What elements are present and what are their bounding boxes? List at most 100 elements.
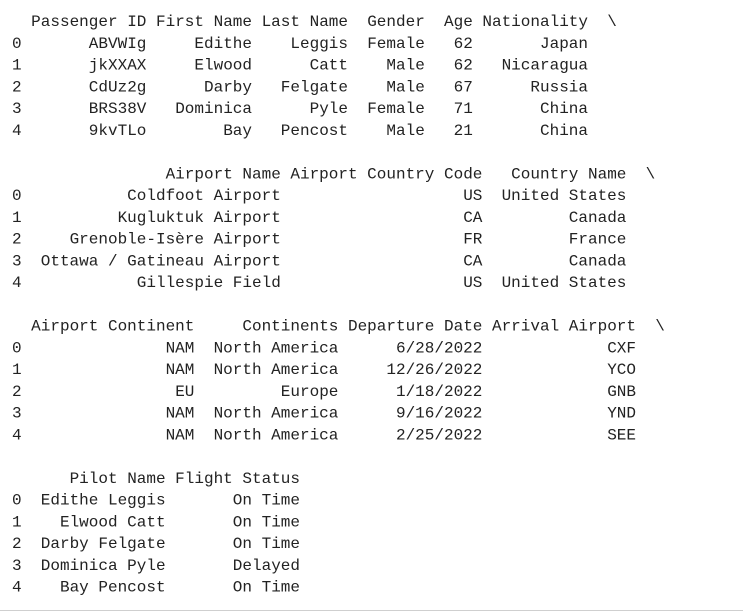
cell: FR [463,231,483,249]
row-index: 2 [12,78,22,96]
cell: Pyle [310,100,348,118]
cell: 71 [454,100,473,118]
cell: Bay Pencost [60,579,166,597]
cell: EU [175,383,194,401]
column-header: Passenger ID [31,13,146,31]
column-header: Gender [367,13,425,31]
cell: 9kvTLo [89,122,147,140]
cell: 62 [454,57,473,75]
row-index: 1 [12,209,22,227]
cell: NAM [166,339,195,357]
cell: China [540,100,588,118]
row-index: 4 [12,426,22,444]
cell: 12/26/2022 [386,361,482,379]
column-header: Continents [242,318,338,336]
cell: SEE [607,426,636,444]
cell: YCO [607,361,636,379]
cell: Dominica Pyle [41,557,166,575]
row-index: 0 [12,35,22,53]
continuation-mark: \ [655,318,665,336]
cell: US [463,274,482,292]
cell: 21 [454,122,473,140]
cell: North America [214,339,339,357]
column-header: Country Name [511,165,626,183]
cell: 67 [454,78,473,96]
row-index: 1 [12,513,22,531]
cell: Japan [540,35,588,53]
cell: Ottawa / Gatineau Airport [41,252,281,270]
row-index: 1 [12,361,22,379]
cell: Dominica [175,100,252,118]
cell: Elwood Catt [60,513,166,531]
cell: Europe [281,383,339,401]
cell: Leggis [290,35,348,53]
row-index: 0 [12,339,22,357]
cell: Russia [530,78,588,96]
cell: NAM [166,361,195,379]
row-index: 1 [12,57,22,75]
cell: Darby [204,78,252,96]
column-header: Last Name [262,13,348,31]
row-index: 4 [12,274,22,292]
cell: Coldfoot Airport [127,187,281,205]
cell: jkXXAX [89,57,147,75]
cell: North America [214,426,339,444]
cell: China [540,122,588,140]
row-index: 4 [12,122,22,140]
cell: Male [386,57,424,75]
cell: NAM [166,426,195,444]
cell: On Time [233,579,300,597]
row-index: 4 [12,579,22,597]
cell: France [569,231,627,249]
cell: YND [607,405,636,423]
cell: BRS38V [89,100,147,118]
cell: US [463,187,482,205]
cell: CdUz2g [89,78,147,96]
cell: On Time [233,535,300,553]
cell: Grenoble-Isère Airport [70,231,281,249]
cell: GNB [607,383,636,401]
column-header: Airport Name [166,165,281,183]
column-header: Airport Continent [31,318,194,336]
column-header: Airport Country Code [290,165,482,183]
cell: ABVWIg [89,35,147,53]
cell: NAM [166,405,195,423]
column-header: Departure Date [348,318,482,336]
cell: North America [214,361,339,379]
column-header: Age [444,13,473,31]
row-index: 0 [12,187,22,205]
cell: Catt [310,57,348,75]
cell: 62 [454,35,473,53]
cell: Male [386,122,424,140]
row-index: 2 [12,231,22,249]
cell: Gillespie Field [137,274,281,292]
continuation-mark: \ [607,13,617,31]
cell: On Time [233,492,300,510]
cell: 2/25/2022 [396,426,482,444]
cell: North America [214,405,339,423]
cell: Canada [569,209,627,227]
column-header: Flight Status [175,470,300,488]
cell: Female [367,100,425,118]
cell: CA [463,252,483,270]
row-index: 2 [12,383,22,401]
cell: CXF [607,339,636,357]
cell: Canada [569,252,627,270]
row-index: 3 [12,252,22,270]
cell: Delayed [233,557,300,575]
column-header: Arrival Airport [492,318,636,336]
cell: Edithe Leggis [41,492,166,510]
cell: Elwood [194,57,252,75]
cell: On Time [233,513,300,531]
column-header: First Name [156,13,252,31]
cell: Darby Felgate [41,535,166,553]
cell: United States [502,187,627,205]
column-header: Pilot Name [70,470,166,488]
cell: Male [386,78,424,96]
cell: Pencost [281,122,348,140]
cell: Felgate [281,78,348,96]
cell: United States [502,274,627,292]
cell: 6/28/2022 [396,339,482,357]
cell: 9/16/2022 [396,405,482,423]
